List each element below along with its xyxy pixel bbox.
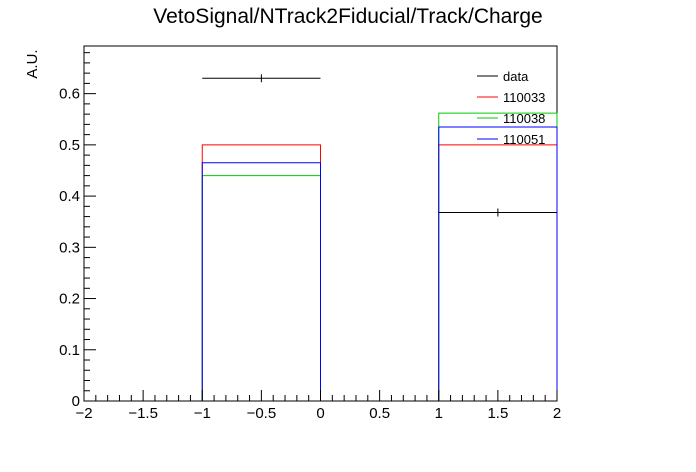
hist-bar-110051-bin-3	[438, 126, 558, 401]
data-point-bin-3	[438, 208, 557, 217]
x-tick-label: 1.5	[487, 405, 508, 422]
y-tick-label: 0.4	[59, 188, 80, 205]
x-axis: −2 −1.5 −1 −0.5 0 0.5 1 1.5 2	[75, 390, 561, 422]
x-tick-label: −0.5	[247, 405, 277, 422]
legend-label: 110051	[503, 132, 545, 147]
legend-entry-110051: 110051	[477, 132, 545, 147]
x-tick-label: −2	[75, 405, 92, 422]
y-tick-label: 0.5	[59, 137, 80, 154]
y-axis: 0 0.1 0.2 0.3 0.4 0.5 0.6	[59, 52, 96, 410]
legend-label: 110033	[503, 90, 545, 105]
y-tick-label: 0	[72, 393, 80, 410]
y-tick-label: 0.6	[59, 86, 80, 103]
legend-entry-110033: 110033	[477, 90, 545, 105]
legend-entry-data: data	[477, 69, 529, 84]
histograms	[201, 112, 558, 401]
x-tick-label: 0.5	[369, 405, 390, 422]
x-tick-label: 0	[316, 405, 324, 422]
y-axis-label: A.U.	[24, 49, 41, 78]
data-point-bin-1	[202, 74, 321, 83]
hist-bar-110038-bin-3	[438, 112, 558, 401]
x-tick-label: 2	[553, 405, 561, 422]
y-tick-label: 0.3	[59, 239, 80, 256]
legend-entry-110038: 110038	[477, 111, 545, 126]
legend-label: data	[503, 69, 529, 84]
hist-bar-110033-bin-3	[438, 144, 558, 401]
hist-bar-110051-bin-1	[201, 162, 321, 401]
hist-bar-110038-bin-1	[201, 175, 321, 401]
data-points	[202, 74, 557, 217]
y-tick-label: 0.1	[59, 342, 80, 359]
legend: data 110033 110038 110051	[477, 69, 545, 147]
x-tick-label: −1	[194, 405, 211, 422]
legend-label: 110038	[503, 111, 545, 126]
x-tick-label: 1	[435, 405, 443, 422]
hist-bar-110033-bin-1	[201, 144, 321, 401]
y-tick-label: 0.2	[59, 291, 80, 308]
chart-title: VetoSignal/NTrack2Fiducial/Track/Charge	[153, 5, 542, 28]
x-tick-label: −1.5	[128, 405, 158, 422]
